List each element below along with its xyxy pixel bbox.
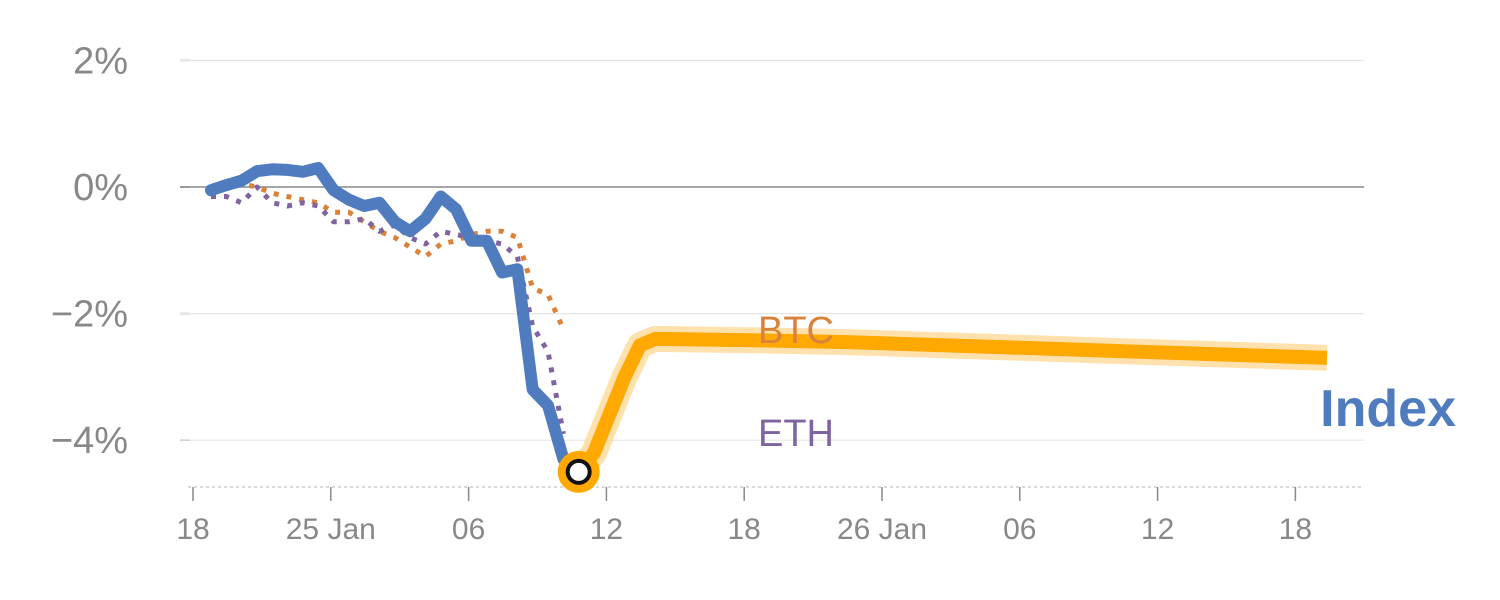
series-labels: BTC ETH Index: [758, 310, 1456, 455]
y-tick-label: −4%: [51, 420, 128, 462]
series-line-index: [205, 162, 585, 478]
y-tick-label: 0%: [73, 167, 128, 209]
x-tick-label: 12: [1141, 513, 1174, 546]
y-tick-label: −2%: [51, 294, 128, 336]
x-tick-label: 18: [1279, 513, 1312, 546]
btc-label: BTC: [758, 310, 834, 352]
gridlines: [180, 59, 1364, 441]
x-tick-label: 18: [728, 513, 761, 546]
x-tick-label: 12: [590, 513, 623, 546]
index-label: Index: [1320, 380, 1456, 438]
x-axis: 18 25 Jan 06 12 18 26 Jan 06 12 18: [176, 486, 1364, 546]
x-tick-label: 25 Jan: [286, 513, 376, 546]
x-tick-label: 06: [452, 513, 485, 546]
x-tick-label: 18: [176, 513, 209, 546]
eth-label: ETH: [758, 413, 834, 455]
low-point-marker: [565, 458, 592, 485]
index-highlight-line: [573, 331, 1328, 477]
x-tick-label: 26 Jan: [837, 513, 927, 546]
series-lines: [205, 162, 1328, 493]
series-line-eth: [211, 184, 566, 435]
y-tick-label: 2%: [73, 40, 128, 82]
y-axis: 2% 0% −2% −4%: [51, 40, 128, 462]
x-tick-label: 06: [1003, 513, 1036, 546]
